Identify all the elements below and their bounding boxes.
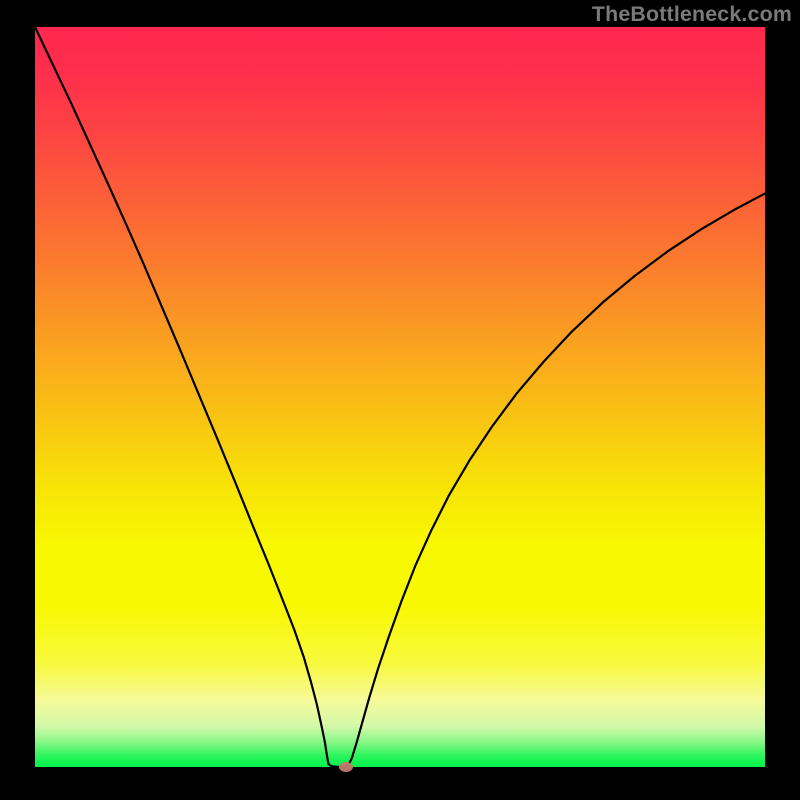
- plot-background: [35, 27, 765, 767]
- bottleneck-chart-svg: [0, 0, 800, 800]
- optimal-point-marker: [339, 762, 353, 772]
- chart-frame: TheBottleneck.com: [0, 0, 800, 800]
- watermark-text: TheBottleneck.com: [592, 2, 792, 27]
